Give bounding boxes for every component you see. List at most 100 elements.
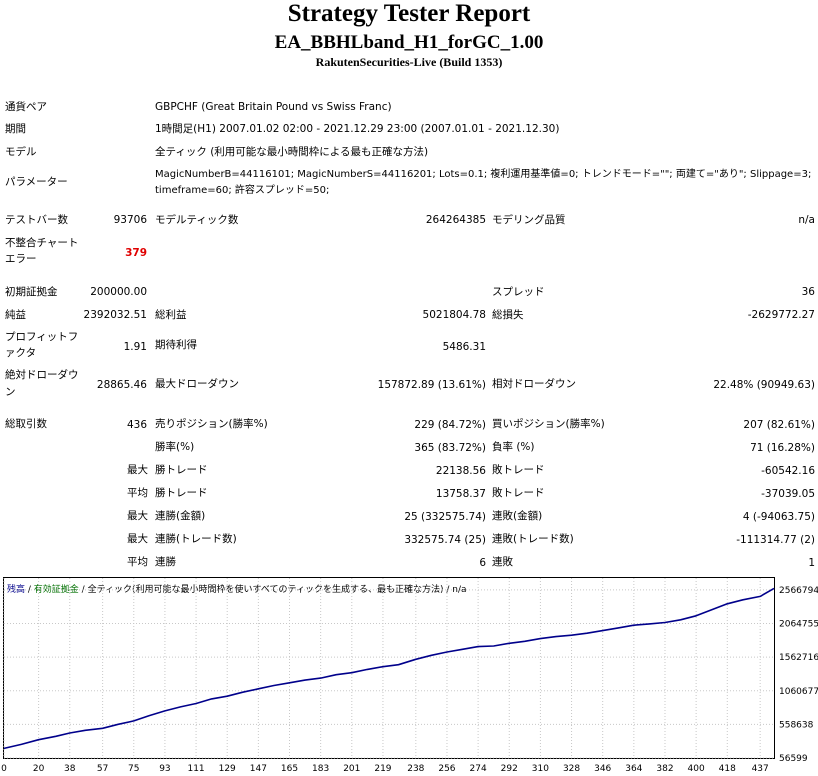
win-rate-value: 365 (83.72%) xyxy=(414,442,486,454)
max-cons-loss-trades-value: -111314.77 (2) xyxy=(736,534,815,546)
bars-label: テストバー数 xyxy=(5,214,68,226)
win-rate-label: 勝率(%) xyxy=(155,441,195,453)
balance-series-line xyxy=(3,587,775,750)
y-tick-label: 558638 xyxy=(779,720,814,730)
long-positions-label: 買いポジション(勝率%) xyxy=(492,418,605,430)
largest-loss-label: 敗トレード xyxy=(492,464,545,476)
ea-name: EA_BBHLband_H1_forGC_1.00 xyxy=(274,32,544,53)
x-tick-label: 38 xyxy=(64,764,76,774)
gross-loss-label: 総損失 xyxy=(492,309,524,321)
pair-label: 通貨ペア xyxy=(5,101,47,113)
avg-cons-prefix: 平均 xyxy=(127,556,148,568)
x-tick-label: 147 xyxy=(250,764,267,774)
spread-value: 36 xyxy=(801,286,815,298)
average-loss-label: 敗トレード xyxy=(492,487,545,499)
max-cons-wins-trades-label: 連勝(トレード数) xyxy=(155,533,237,545)
gross-loss-value: -2629772.27 xyxy=(747,309,815,321)
deposit-value: 200000.00 xyxy=(90,286,147,298)
average-win-label: 勝トレード xyxy=(155,487,208,499)
mismatch-value: 379 xyxy=(125,247,147,259)
x-tick-label: 310 xyxy=(532,764,549,774)
ticks-value: 264264385 xyxy=(425,214,486,226)
x-tick-label: 93 xyxy=(159,764,170,774)
x-tick-label: 328 xyxy=(563,764,580,774)
profit-factor-label-2: ァクタ xyxy=(5,347,37,359)
profit-factor-label-1: プロフィットフ xyxy=(5,331,79,343)
x-tick-label: 364 xyxy=(625,764,642,774)
max-drawdown-label: 最大ドローダウン xyxy=(155,378,239,390)
abs-drawdown-label-2: ン xyxy=(5,386,16,398)
x-tick-label: 382 xyxy=(656,764,673,774)
largest-prefix: 最大 xyxy=(127,464,148,476)
x-tick-label: 346 xyxy=(594,764,611,774)
x-tick-label: 0 xyxy=(1,764,7,774)
x-tick-label: 238 xyxy=(407,764,424,774)
x-tick-label: 219 xyxy=(374,764,391,774)
quality-value: n/a xyxy=(798,214,815,226)
largest-win-value: 22138.56 xyxy=(435,465,486,477)
gross-profit-value: 5021804.78 xyxy=(422,309,486,321)
max-cons-wins-money-label: 連勝(金額) xyxy=(155,510,206,522)
spread-label: スプレッド xyxy=(492,286,545,298)
x-tick-label: 201 xyxy=(343,764,360,774)
y-tick-label: 2064755 xyxy=(779,620,818,630)
average-prefix: 平均 xyxy=(127,487,148,499)
legend-sep-1: / xyxy=(25,585,34,595)
x-tick-label: 274 xyxy=(470,764,487,774)
pair-value: GBPCHF (Great Britain Pound vs Swiss Fra… xyxy=(155,101,392,113)
average-loss-value: -37039.05 xyxy=(761,488,815,500)
legend-sep-2: / xyxy=(78,585,88,595)
max-cons-loss-money-value: 4 (-94063.75) xyxy=(742,511,815,523)
balance-chart-frame xyxy=(3,577,775,759)
avg-cons-wins-value: 6 xyxy=(479,557,486,569)
y-tick-label: 56599 xyxy=(779,754,808,764)
profit-factor-value: 1.91 xyxy=(123,341,147,353)
deposit-label: 初期証拠金 xyxy=(5,286,58,298)
y-tick-label: 2566794 xyxy=(779,586,818,596)
total-trades-label: 総取引数 xyxy=(5,418,47,430)
x-tick-label: 20 xyxy=(33,764,45,774)
x-tick-label: 418 xyxy=(719,764,736,774)
period-value: 1時間足(H1) 2007.01.02 02:00 - 2021.12.29 2… xyxy=(155,123,560,135)
max-cons-money-prefix: 最大 xyxy=(127,510,148,522)
quality-label: モデリング品質 xyxy=(492,214,566,226)
max-cons-loss-money-label: 連敗(金額) xyxy=(492,510,543,522)
report-title: Strategy Tester Report xyxy=(287,0,531,27)
server-build: RakutenSecurities-Live (Build 1353) xyxy=(315,55,503,69)
legend-quality: n/a xyxy=(452,585,467,595)
bars-value: 93706 xyxy=(113,214,147,226)
total-trades-value: 436 xyxy=(126,419,147,431)
x-tick-label: 256 xyxy=(438,764,455,774)
params-label: パラメーター xyxy=(5,176,68,188)
mismatch-label-2: エラー xyxy=(5,253,37,265)
x-tick-label: 75 xyxy=(128,764,139,774)
max-drawdown-value: 157872.89 (13.61%) xyxy=(377,379,486,391)
average-win-value: 13758.37 xyxy=(435,488,486,500)
max-cons-loss-trades-label: 連敗(トレード数) xyxy=(492,533,574,545)
max-cons-trades-prefix: 最大 xyxy=(127,533,148,545)
largest-loss-value: -60542.16 xyxy=(761,465,815,477)
max-cons-wins-money-value: 25 (332575.74) xyxy=(404,511,486,523)
rel-drawdown-label: 相対ドローダウン xyxy=(492,378,576,390)
model-value: 全ティック (利用可能な最小時間枠による最も正確な方法) xyxy=(155,146,429,158)
mismatch-label-1: 不整合チャート xyxy=(5,237,79,249)
avg-cons-wins-label: 連勝 xyxy=(155,556,176,568)
x-tick-label: 292 xyxy=(501,764,518,774)
params-line-2: timeframe=60; 許容スプレッド=50; xyxy=(155,185,330,196)
legend-sep-3: / xyxy=(443,585,453,595)
x-tick-label: 437 xyxy=(752,764,769,774)
expected-payoff-value: 5486.31 xyxy=(442,341,486,353)
abs-drawdown-value: 28865.46 xyxy=(96,379,147,391)
ticks-label: モデルティック数 xyxy=(155,214,239,226)
net-value: 2392032.51 xyxy=(83,309,147,321)
abs-drawdown-label-1: 絶対ドローダウ xyxy=(5,369,79,381)
loss-rate-label: 負率 (%) xyxy=(492,441,535,453)
period-label: 期間 xyxy=(5,123,26,135)
model-label: モデル xyxy=(5,146,37,158)
y-tick-label: 1562716 xyxy=(779,653,818,663)
rel-drawdown-value: 22.48% (90949.63) xyxy=(713,379,815,391)
y-tick-label: 1060677 xyxy=(779,687,818,697)
net-label: 純益 xyxy=(5,309,26,321)
avg-cons-loss-label: 連敗 xyxy=(492,556,513,568)
